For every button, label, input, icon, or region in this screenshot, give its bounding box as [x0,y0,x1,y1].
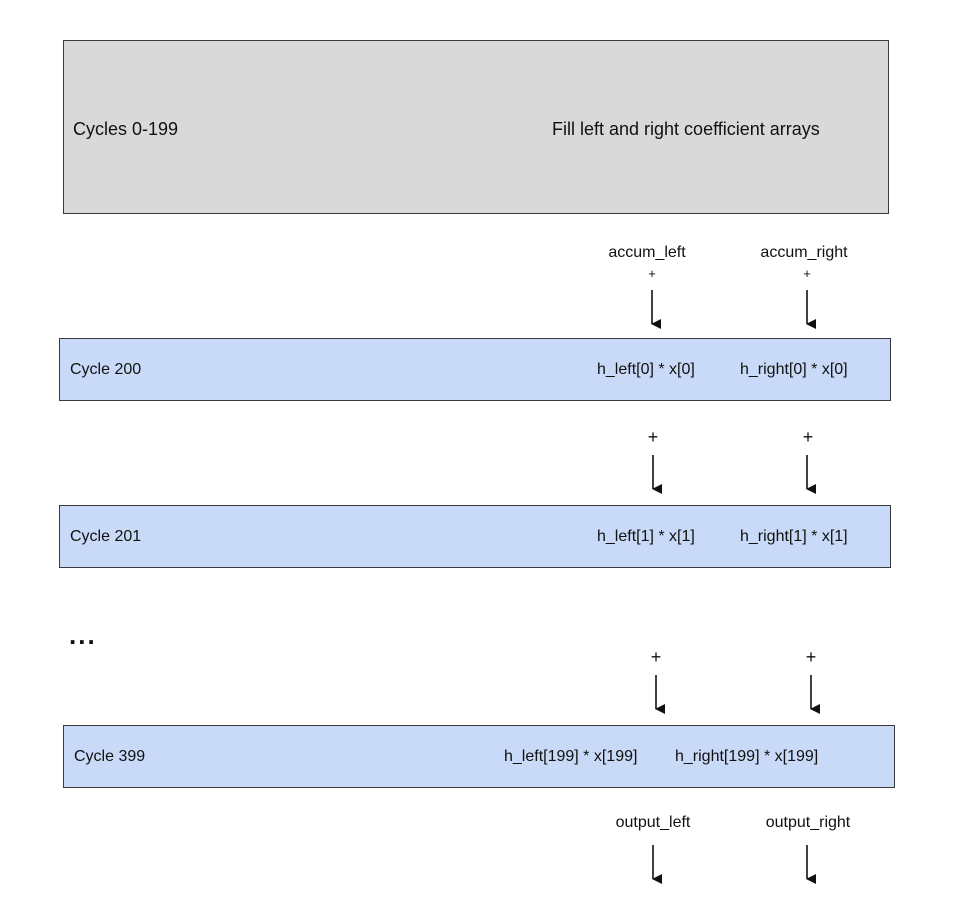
accum-left-label: accum_left [608,244,686,261]
sum-left-plus: + [650,647,662,667]
cycle-label: Cycle 200 [70,361,142,378]
left-product-expression: h_left[0] * x[0] [597,361,695,378]
output-left-label: output_left [615,814,691,831]
sum-left-plus: + [647,427,659,447]
right-product-expression: h_right[0] * x[0] [740,361,848,378]
omitted-cycles-ellipsis: ... [69,620,97,650]
left-product-expression: h_left[199] * x[199] [504,748,638,765]
cycle-label: Cycle 399 [74,748,146,765]
fill-coefficients-block: Cycles 0-199 Fill left and right coeffic… [63,40,889,214]
cycle-block-201: Cycle 201 h_left[1] * x[1] h_right[1] * … [59,505,891,568]
accum-left-plus: + [648,266,656,281]
right-product-expression: h_right[199] * x[199] [675,748,819,765]
header-cycle-label: Cycles 0-199 [73,119,179,139]
sum-right-plus: + [802,427,814,447]
sum-right-plus: + [805,647,817,667]
output-right-label: output_right [765,814,851,831]
header-description: Fill left and right coefficient arrays [552,119,820,139]
accum-right-plus: + [803,266,811,281]
cycle-block-399: Cycle 399 h_left[199] * x[199] h_right[1… [63,725,895,788]
accum-right-label: accum_right [760,244,848,261]
cycle-label: Cycle 201 [70,528,142,545]
right-product-expression: h_right[1] * x[1] [740,528,848,545]
left-product-expression: h_left[1] * x[1] [597,528,695,545]
cycle-block-200: Cycle 200 h_left[0] * x[0] h_right[0] * … [59,338,891,401]
